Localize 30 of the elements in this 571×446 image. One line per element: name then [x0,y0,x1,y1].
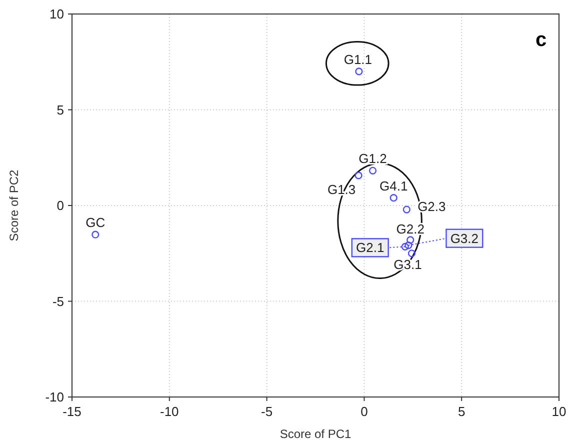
point [355,68,363,76]
x-tick-label: -10 [160,404,179,419]
y-tick-label: 10 [50,6,64,22]
x-tick-label: 10 [552,404,566,419]
point [406,236,414,244]
annotation: c [535,29,547,51]
y-axis-title: Score of PC2 [7,169,21,242]
x-tick-label: 0 [360,404,368,419]
x-tick-label: -5 [261,404,273,419]
data-label: GC [86,215,106,230]
x-tick-label: 5 [458,404,466,419]
point [92,230,100,238]
data-label: G2.1 [356,240,384,256]
point [368,166,377,174]
x-tick-label: -15 [62,404,82,419]
data-label: G3.2 [450,230,479,246]
point [401,242,409,250]
y-tick-label: 5 [56,102,64,118]
point [354,172,362,180]
y-tick-label: -5 [52,294,64,309]
point [402,206,410,214]
x-axis-title: Score of PC1 [280,427,352,441]
y-tick-label: -10 [45,390,64,404]
point [404,242,412,250]
data-label: G1.1 [344,52,372,67]
point [408,250,416,258]
y-tick-label: 0 [56,198,64,213]
data-label: G4.1 [380,178,408,194]
data-label: G1.2 [358,151,387,166]
point [390,194,398,202]
